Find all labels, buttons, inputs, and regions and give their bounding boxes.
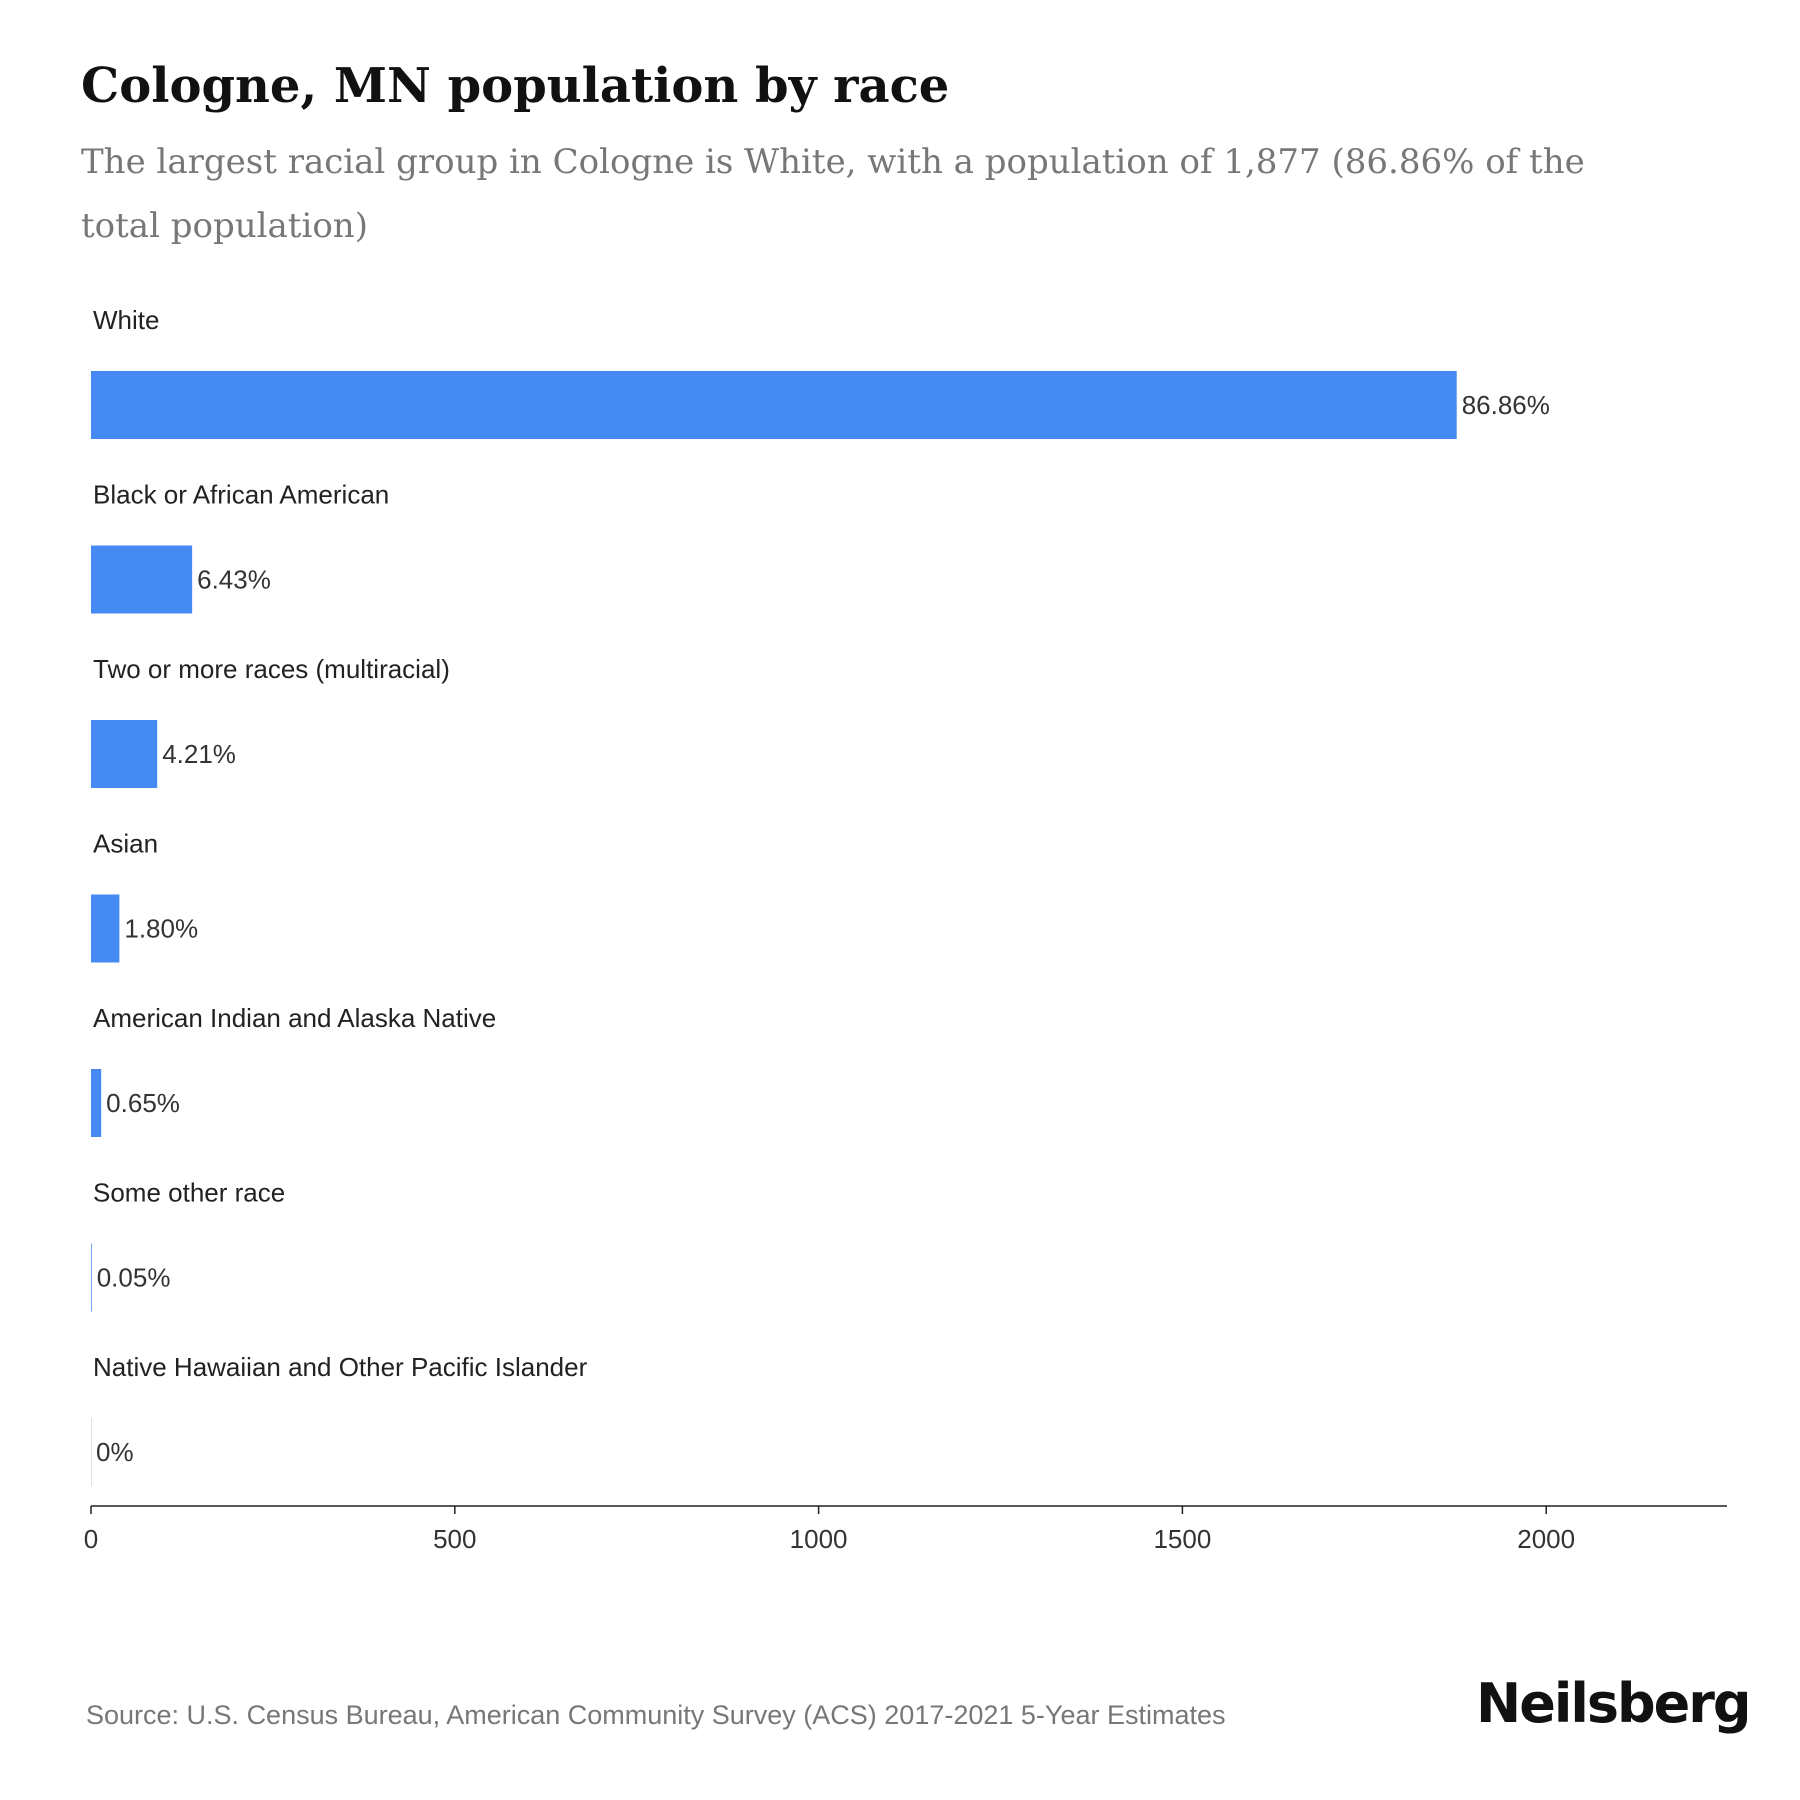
x-tick-label: 2000 <box>1517 1524 1575 1554</box>
bar <box>91 1069 102 1137</box>
category-label: Asian <box>93 829 158 859</box>
category-label: Black or African American <box>93 480 389 510</box>
chart-subtitle: The largest racial group in Cologne is W… <box>81 142 1585 246</box>
data-label: 6.43% <box>197 565 271 595</box>
category-label: Some other race <box>93 1178 285 1208</box>
chart-title: Cologne, MN population by race <box>81 58 950 114</box>
bar <box>91 894 120 963</box>
x-tick-label: 500 <box>433 1524 476 1554</box>
x-tick-label: 0 <box>84 1524 98 1554</box>
source-note: Source: U.S. Census Bureau, American Com… <box>86 1700 1226 1730</box>
category-label: Native Hawaiian and Other Pacific Island… <box>93 1352 588 1382</box>
data-label: 86.86% <box>1462 390 1550 420</box>
bar <box>91 1418 92 1486</box>
data-label: 0.65% <box>106 1088 180 1118</box>
data-label: 0.05% <box>97 1263 171 1293</box>
data-label: 1.80% <box>124 914 198 944</box>
x-tick-label: 1000 <box>790 1524 848 1554</box>
category-label: Two or more races (multiracial) <box>93 654 450 684</box>
data-label: 4.21% <box>162 739 236 769</box>
category-label: White <box>93 305 159 335</box>
brand-logo: Neilsberg <box>1476 1672 1752 1735</box>
bar <box>91 1243 92 1312</box>
category-label: American Indian and Alaska Native <box>93 1003 496 1033</box>
data-label: 0% <box>96 1437 134 1467</box>
bar <box>91 720 158 788</box>
x-tick-label: 1500 <box>1153 1524 1211 1554</box>
bar <box>91 371 1457 439</box>
bar <box>91 545 193 614</box>
